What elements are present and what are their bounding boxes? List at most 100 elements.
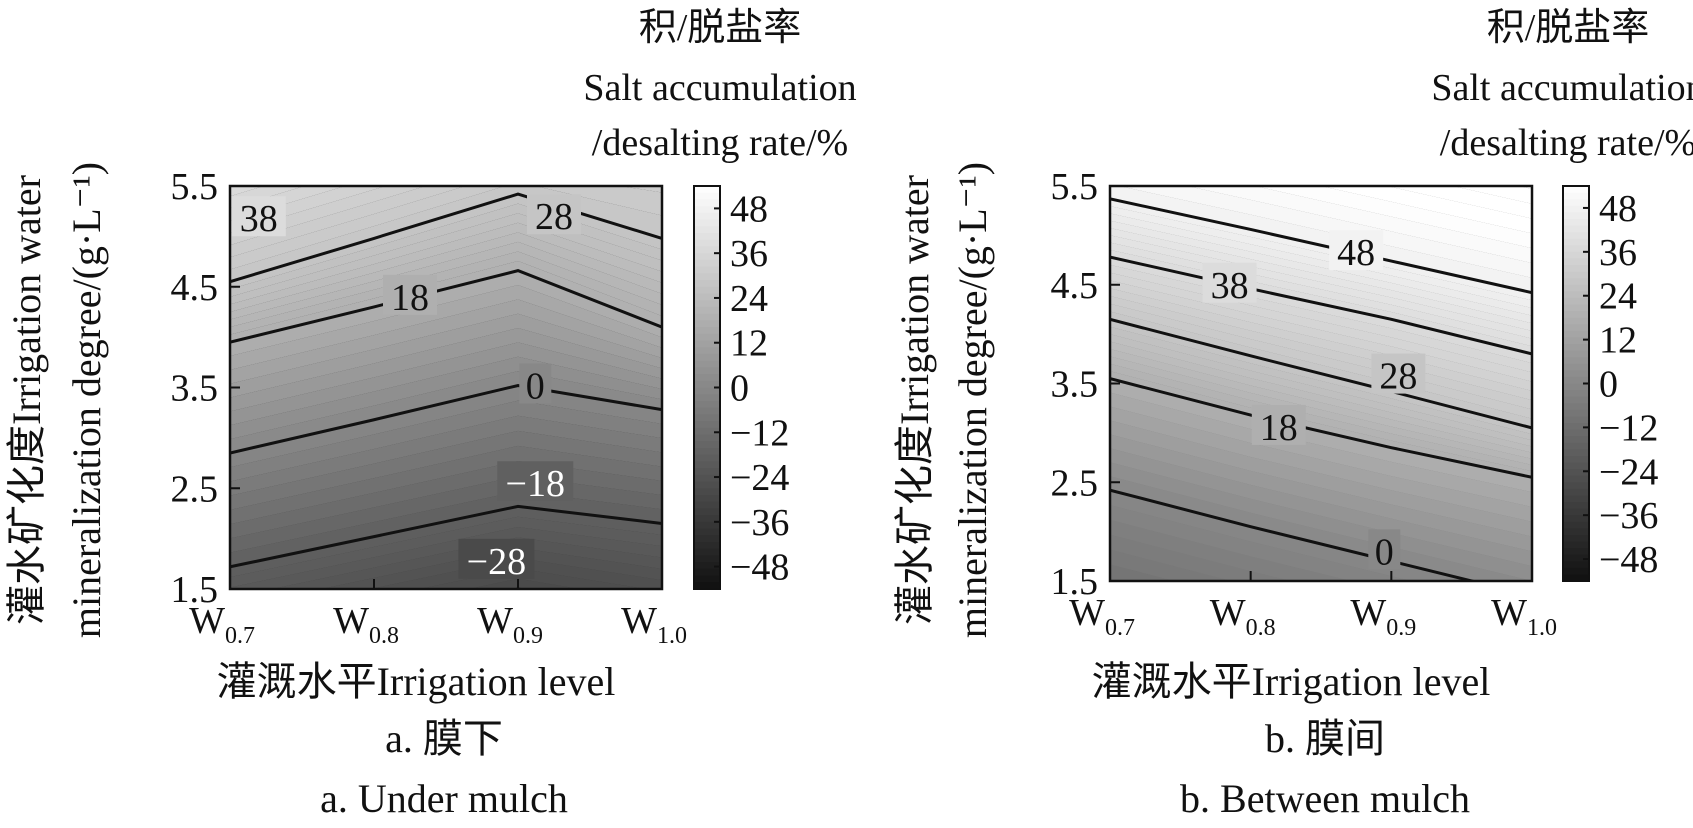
contour-band xyxy=(1110,220,1532,324)
colorbar-step xyxy=(1563,199,1589,207)
x-tick-base: W xyxy=(1069,592,1105,634)
colorbar-tick-label: −12 xyxy=(1599,407,1658,449)
contour-band xyxy=(230,251,662,335)
colorbar-step xyxy=(694,447,720,456)
contour-label-bg xyxy=(231,196,286,237)
contour-line-1 xyxy=(1110,255,1532,356)
colorbar-step xyxy=(694,374,720,382)
contour-band xyxy=(370,558,662,589)
x-tick-subscript: 0.9 xyxy=(513,623,543,649)
contour-line-2 xyxy=(230,269,662,344)
contour-band xyxy=(1110,534,1291,581)
colorbar-step xyxy=(1563,508,1589,516)
x-tick-label: W0.8 xyxy=(333,600,399,649)
contour-label: 38 xyxy=(240,198,278,240)
colorbar-step xyxy=(1563,265,1589,273)
x-tick-base: W xyxy=(621,600,657,642)
colorbar-step xyxy=(694,501,720,509)
colorbar-step xyxy=(1563,330,1589,339)
x-tick-label: W0.7 xyxy=(1069,592,1135,641)
x-tick-label: W0.9 xyxy=(477,600,543,649)
colorbar-tick-label: 36 xyxy=(1599,232,1637,274)
y-tick-label: 3.5 xyxy=(1051,364,1099,406)
contour-label-bg xyxy=(497,461,574,502)
colorbar-step xyxy=(694,394,720,402)
colorbar-step xyxy=(1563,409,1589,418)
colorbar-step xyxy=(694,266,720,274)
contour-band xyxy=(1110,434,1532,552)
colorbar-step xyxy=(1563,548,1589,556)
y-axis-title-line1: 灌水矿化度Irrigation water xyxy=(892,175,937,625)
contour-band xyxy=(1321,186,1532,234)
colorbar-tick-label: 12 xyxy=(730,323,768,365)
colorbar-title-en-line2: /desalting rate/% xyxy=(592,122,848,164)
colorbar-tick-label: 48 xyxy=(730,188,768,230)
colorbar-step xyxy=(694,555,720,563)
contour-band xyxy=(1110,371,1532,478)
colorbar-step xyxy=(1563,297,1589,306)
contour-band xyxy=(230,186,346,221)
contour-label: 18 xyxy=(391,277,429,319)
colorbar-step xyxy=(694,280,720,288)
y-axis-title-line2: mineralization degree/(g·L⁻¹) xyxy=(64,162,109,638)
colorbar-step xyxy=(694,575,720,583)
contour-band xyxy=(1110,462,1532,581)
colorbar-step xyxy=(1563,521,1589,529)
colorbar-step xyxy=(1563,225,1589,233)
contour-band xyxy=(230,186,662,282)
colorbar-tick-label: −48 xyxy=(1599,539,1658,581)
colorbar-step xyxy=(1563,344,1589,352)
colorbar-step xyxy=(1563,218,1589,227)
colorbar-step xyxy=(694,582,720,590)
contour-band xyxy=(468,578,580,589)
colorbar-step xyxy=(1563,554,1589,562)
colorbar-step xyxy=(694,192,720,201)
contour-band xyxy=(1110,334,1532,447)
colorbar-tick-label: −24 xyxy=(1599,451,1658,493)
contour-line-3 xyxy=(230,383,662,455)
contour-band xyxy=(230,313,662,398)
colorbar-step xyxy=(1563,311,1589,319)
colorbar-step xyxy=(694,367,720,375)
contour-lines xyxy=(230,192,662,589)
contour-band xyxy=(1110,213,1532,316)
colorbar-step xyxy=(1563,212,1589,220)
colorbar-step xyxy=(1563,337,1589,345)
contour-band xyxy=(230,241,662,328)
contour-lines xyxy=(1110,197,1532,581)
contour-band xyxy=(1110,198,1532,301)
x-tick-subscript: 1.0 xyxy=(657,623,687,649)
contour-label-bg xyxy=(383,274,437,315)
contour-band xyxy=(230,430,662,510)
contour-band xyxy=(230,385,662,468)
colorbar-step xyxy=(694,421,720,429)
colorbar-step xyxy=(694,353,720,362)
colorbar-step xyxy=(1563,186,1589,194)
colorbar-step xyxy=(1563,423,1589,431)
contour-band xyxy=(1110,235,1532,339)
y-axis-title-line2: mineralization degree/(g·L⁻¹) xyxy=(950,162,995,638)
contour-band xyxy=(1110,392,1532,507)
contour-band xyxy=(230,342,662,426)
contour-band xyxy=(1255,186,1532,249)
colorbar-step xyxy=(1563,251,1589,260)
colorbar-step xyxy=(694,414,720,422)
colorbar-step xyxy=(694,454,720,462)
colorbar-tick-label: −12 xyxy=(730,412,789,454)
contour-label-bg xyxy=(1329,230,1384,271)
colorbar-step xyxy=(1563,442,1589,450)
colorbar-step xyxy=(1563,258,1589,266)
contour-label: 48 xyxy=(1337,232,1375,274)
colorbar-step xyxy=(1563,528,1589,536)
colorbar-step xyxy=(1563,324,1589,332)
contour-band xyxy=(1110,295,1532,410)
colorbar-tick-label: 24 xyxy=(1599,276,1637,318)
colorbar-title-en-line1: Salt accumulation xyxy=(583,67,856,109)
x-axis-title: 灌溉水平Irrigation level xyxy=(1092,659,1491,704)
colorbar-step xyxy=(694,293,720,301)
contour-band xyxy=(1110,406,1532,522)
colorbar-step xyxy=(694,468,720,476)
contour-line-3 xyxy=(1110,377,1532,479)
